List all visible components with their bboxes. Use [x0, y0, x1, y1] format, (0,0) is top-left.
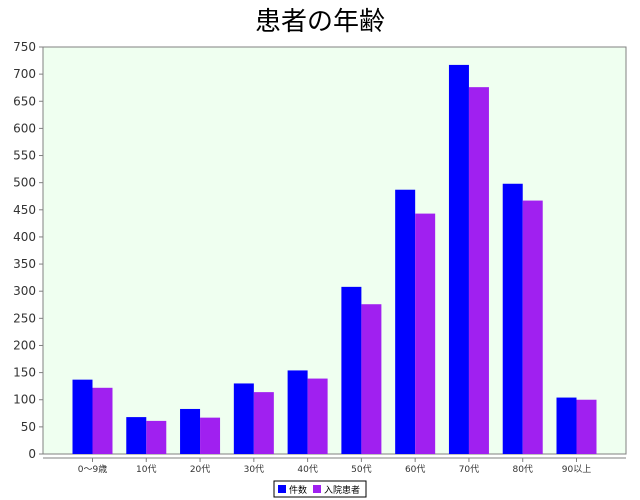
y-axis: 0 50 100 150 200 250 300 350 400 450 500 550 600 650 7… [13, 40, 44, 461]
y-tick-label: 0 [28, 447, 36, 461]
bar-series1 [341, 286, 362, 454]
y-tick-label: 350 [13, 257, 36, 271]
y-tick-label: 300 [13, 284, 36, 298]
y-tick-label: 700 [13, 67, 36, 81]
bar-series2 [200, 417, 221, 454]
x-tick-label: 10代 [136, 464, 156, 475]
bar-series1 [502, 183, 523, 454]
bar-series1 [287, 370, 308, 454]
bar-series2 [92, 387, 113, 454]
y-tick-label: 450 [13, 203, 36, 217]
x-tick-label: 30代 [244, 464, 264, 475]
bar-series1 [395, 189, 416, 455]
bar-series2 [522, 200, 543, 454]
y-tick-label: 400 [13, 230, 36, 244]
y-tick-label: 250 [13, 311, 36, 325]
y-tick-label: 600 [13, 121, 36, 135]
legend-label: 入院患者 [324, 484, 360, 496]
bars [72, 64, 597, 455]
y-tick-label: 150 [13, 366, 36, 380]
y-tick-label: 50 [21, 420, 36, 434]
x-tick-label: 0〜9歳 [78, 463, 107, 475]
x-tick-label: 80代 [512, 464, 532, 475]
bar-series1 [180, 408, 201, 454]
bar-series2 [253, 392, 274, 454]
legend: 件数 入院患者 [273, 480, 367, 498]
legend-swatch [313, 485, 321, 493]
y-tick-label: 500 [13, 176, 36, 190]
x-tick-label: 60代 [405, 464, 425, 475]
x-tick-label: 90以上 [562, 464, 591, 475]
bar-series2 [146, 420, 167, 454]
legend-label: 件数 [289, 484, 307, 496]
y-tick-label: 100 [13, 393, 36, 407]
bar-series2 [468, 87, 489, 454]
bar-series1 [233, 383, 254, 454]
y-tick-label: 200 [13, 338, 36, 352]
bar-series1 [126, 417, 147, 454]
bar-series2 [415, 213, 436, 454]
bar-series1 [556, 397, 577, 454]
x-tick-label: 70代 [459, 464, 479, 475]
bar-series2 [307, 378, 328, 454]
y-tick-label: 650 [13, 94, 36, 108]
x-axis: 0〜9歳 10代 20代 30代 40代 50代 60代 70代 80代 90以上 [43, 457, 626, 475]
y-tick-label: 550 [13, 149, 36, 163]
bar-series1 [448, 64, 469, 455]
x-tick-label: 50代 [351, 464, 371, 475]
x-tick-label: 40代 [297, 464, 317, 475]
chart-title: 患者の年齢 [255, 7, 385, 37]
bar-series2 [576, 399, 597, 454]
bar-series2 [361, 304, 382, 454]
bar-series1 [72, 379, 93, 454]
x-tick-label: 20代 [190, 464, 210, 475]
legend-swatch [278, 485, 286, 493]
y-tick-label: 750 [13, 40, 36, 54]
